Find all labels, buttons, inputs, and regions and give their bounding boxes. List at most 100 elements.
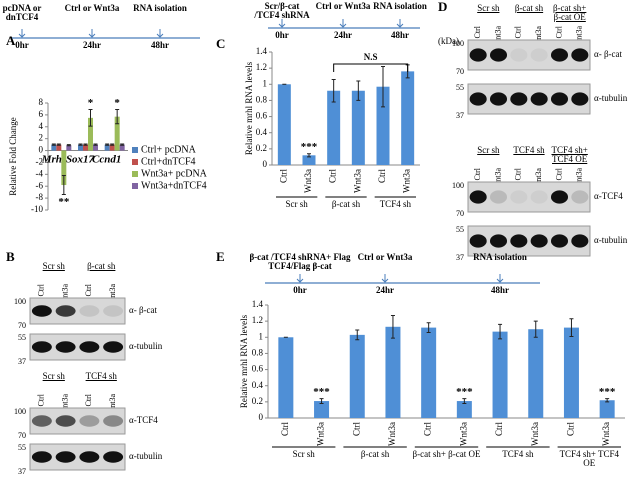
error-bar — [115, 109, 120, 125]
y-tick-label: 0 — [263, 159, 268, 169]
timeline-step: Scr/β-cat /TCF4 shRNA — [254, 1, 310, 20]
bar — [109, 144, 115, 151]
bar — [104, 144, 110, 151]
blot — [467, 225, 591, 257]
blot-label: α- β-cat — [129, 305, 158, 315]
blot-label: α-tubulin — [594, 93, 628, 103]
bar — [278, 337, 294, 418]
blot-group: Scr sh — [477, 3, 500, 13]
timeline-step: Ctrl or Wnt3a — [315, 1, 371, 11]
timeline-time: 24hr — [83, 40, 101, 50]
ns-bracket — [333, 63, 409, 72]
timeline-step: β-cat /TCF4 shRNA+ Flag TCF4/Flag β-cat — [249, 252, 351, 271]
blot-band — [571, 48, 589, 62]
x-tick-label: Wnt3a — [387, 422, 397, 446]
x-tick-label: Wnt3a — [601, 422, 611, 446]
size-marker: 55 — [18, 333, 26, 342]
lane-label: Ctrl — [473, 167, 482, 180]
size-marker: 55 — [456, 225, 464, 234]
x-tick-label: Sox17 — [66, 154, 95, 166]
blot-band — [550, 92, 569, 106]
error-bar — [319, 398, 324, 404]
bar — [51, 144, 57, 151]
lane-label: Wnt3a — [493, 26, 502, 48]
bar — [56, 144, 62, 151]
y-tick-label: 1.4 — [252, 299, 264, 309]
blot — [467, 39, 591, 71]
error-bar — [355, 329, 360, 341]
blot-band — [79, 451, 100, 463]
y-tick-label: -10 — [31, 204, 43, 214]
error-bar — [390, 314, 395, 339]
y-tick-label: 0.2 — [252, 396, 263, 406]
y-tick-label: 2 — [39, 133, 44, 143]
y-tick-label: 4 — [39, 121, 44, 131]
size-marker: 100 — [452, 39, 464, 48]
blot — [467, 83, 591, 115]
x-tick-label: Wnt3a — [316, 422, 326, 446]
blot-band — [530, 92, 548, 106]
bar — [599, 400, 615, 418]
blot-band — [530, 234, 548, 248]
timeline-time: 0hr — [275, 30, 289, 40]
timeline-arrow — [339, 19, 347, 28]
group-label: β-cat sh — [331, 199, 361, 209]
x-tick-label: Ctrl — [423, 422, 433, 437]
timeline-time: 24hr — [376, 285, 394, 295]
blot — [467, 181, 591, 213]
lane-label: Ctrl — [37, 283, 46, 296]
bar — [421, 327, 437, 418]
blot-band — [55, 341, 76, 353]
blot-band — [79, 305, 100, 317]
blot-label: α-TCF4 — [129, 415, 158, 425]
size-marker: 100 — [14, 297, 26, 306]
x-tick-label: Ctrl — [566, 422, 576, 437]
bar — [93, 144, 98, 151]
error-bar — [88, 109, 93, 127]
bar — [492, 331, 508, 418]
ns-label: N.S — [364, 52, 378, 62]
y-tick-label: -2 — [36, 157, 44, 167]
error-bar — [381, 66, 385, 108]
lane-label: Wnt3a — [60, 394, 69, 416]
group-label: Scr sh — [292, 449, 315, 459]
blot-label: α-TCF4 — [594, 191, 623, 201]
x-tick-label: Ccnd1 — [92, 154, 121, 166]
significance: *** — [456, 386, 473, 398]
group-label: β-cat sh+ β-cat OE — [412, 449, 481, 459]
bar — [563, 327, 579, 418]
size-marker: 70 — [456, 209, 464, 218]
blot-band — [510, 92, 528, 106]
timeline-time: 48hr — [151, 40, 169, 50]
x-tick-label: Mrhl — [41, 154, 66, 166]
unit-label: (kDa) — [438, 36, 459, 46]
blot-band — [510, 234, 528, 248]
lane-label: Wnt3a — [575, 168, 584, 190]
y-tick-label: -8 — [36, 192, 44, 202]
blot-band — [550, 190, 569, 204]
lane-label: Ctrl — [84, 393, 93, 406]
error-bar — [498, 323, 503, 340]
blot-band — [55, 305, 76, 317]
lane-label: Ctrl — [37, 393, 46, 406]
bar — [327, 90, 341, 165]
blot-band — [31, 305, 52, 317]
bar — [385, 326, 401, 418]
lane-label: Wnt3a — [60, 284, 69, 306]
x-tick-label: Ctrl — [280, 422, 290, 437]
lane-label: Ctrl — [514, 167, 523, 180]
error-bar — [78, 143, 83, 146]
timeline-step: RNA isolation — [133, 3, 187, 13]
error-bar — [61, 175, 66, 196]
blot-group: TCF4 sh — [513, 145, 545, 155]
y-tick-label: 0.8 — [252, 347, 264, 357]
blot-band — [550, 48, 569, 62]
legend-label: Wnt3a+ pcDNA — [141, 168, 208, 179]
error-bar — [605, 398, 610, 403]
blot-band — [489, 92, 508, 106]
legend-swatch — [132, 171, 138, 177]
bar — [376, 86, 390, 165]
timeline-step: RNA isolation — [473, 252, 527, 262]
bar — [66, 145, 72, 151]
